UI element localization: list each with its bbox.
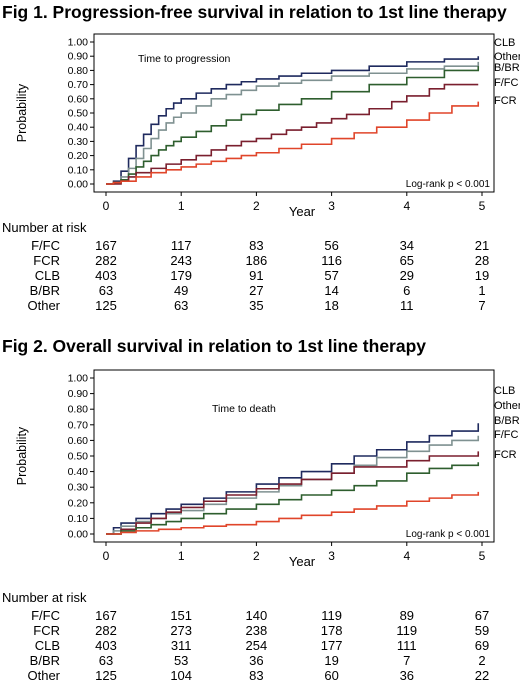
y-tick-label: 0.70 — [68, 79, 89, 91]
y-tick-label: 0.80 — [68, 65, 89, 77]
series-line-fcr — [106, 101, 480, 185]
y-tick-label: 0.90 — [68, 388, 89, 400]
y-tick-label: 0.60 — [68, 435, 89, 447]
y-tick-label: 0.10 — [68, 513, 89, 525]
risk-cell: 83 — [249, 668, 264, 683]
risk-cell: 36 — [399, 668, 415, 683]
figure-1: Fig 1. Progression-free survival in rela… — [0, 0, 520, 334]
series-line-clb — [106, 56, 480, 185]
y-tick-label: 0.60 — [68, 93, 89, 105]
figure-2: Fig 2. Overall survival in relation to 1… — [0, 334, 520, 683]
x-tick-label: 0 — [103, 199, 110, 213]
series-line-other — [106, 61, 480, 185]
y-tick-label: 0.10 — [68, 164, 89, 176]
series-line-f-fc — [106, 83, 479, 185]
y-tick-label: 0.00 — [68, 529, 89, 541]
series-label-clb: CLB — [494, 385, 515, 397]
y-tick-label: 0.50 — [68, 451, 89, 463]
figure-2-title: Fig 2. Overall survival in relation to 1… — [2, 336, 427, 356]
log-rank-text: Log-rank p < 0.001 — [406, 179, 491, 190]
series-label-b-br: B/BR — [494, 62, 520, 74]
y-tick-label: 0.80 — [68, 404, 89, 416]
y-tick-label: 0.00 — [68, 179, 89, 191]
y-tick-label: 1.00 — [68, 37, 89, 49]
series-label-fcr: FCR — [494, 95, 517, 107]
y-axis-label: Probability — [15, 83, 29, 142]
figure-2-chart: 0.00 0.10 0.20 0.30 0.40 0.50 0.60 0.70 0.80 0.90… — [15, 369, 520, 569]
x-axis-label: Year — [289, 204, 316, 219]
x-tick-label: 1 — [178, 549, 185, 563]
y-tick-label: 0.90 — [68, 51, 89, 63]
y-tick-label: 0.50 — [68, 108, 89, 120]
risk-cell: 22 — [474, 668, 490, 683]
series-label-fcr: FCR — [494, 449, 517, 461]
series-label-f-fc: F/FC — [494, 429, 518, 441]
series-label-other: Other — [494, 51, 520, 63]
y-axis-label: Probability — [15, 426, 29, 485]
series-line-b-br — [106, 451, 480, 535]
x-tick-label: 4 — [403, 549, 410, 563]
x-tick-label: 1 — [178, 199, 185, 213]
series-label-f-fc: F/FC — [494, 77, 518, 89]
series-label-b-br: B/BR — [494, 415, 520, 427]
series-line-clb — [106, 423, 480, 535]
y-tick-label: 0.70 — [68, 419, 89, 431]
series-line-f-fc — [106, 462, 480, 535]
y-tick-label: 0.20 — [68, 497, 89, 509]
x-tick-label: 4 — [403, 199, 410, 213]
y-tick-label: 0.30 — [68, 482, 89, 494]
y-tick-label: 1.00 — [68, 373, 89, 385]
plot-annotation: Time to death — [212, 403, 276, 415]
y-tick-label: 0.30 — [68, 136, 89, 148]
x-tick-label: 3 — [328, 199, 335, 213]
figure-1-title: Fig 1. Progression-free survival in rela… — [2, 2, 507, 22]
series-label-other: Other — [494, 400, 520, 412]
x-tick-label: 2 — [253, 549, 260, 563]
risk-cell: 60 — [324, 668, 339, 683]
series-line-b-br — [106, 66, 480, 185]
y-tick-label: 0.40 — [68, 466, 89, 478]
x-tick-label: 0 — [103, 549, 110, 563]
x-tick-label: 2 — [253, 199, 260, 213]
plot-annotation: Time to progression — [138, 53, 231, 65]
x-tick-label: 5 — [479, 549, 486, 563]
y-tick-label: 0.40 — [68, 122, 89, 134]
risk-cell: 104 — [170, 668, 193, 683]
x-tick-label: 5 — [479, 199, 486, 213]
y-tick-label: 0.20 — [68, 150, 89, 162]
risk-row-label: Other — [27, 668, 60, 683]
log-rank-text: Log-rank p < 0.001 — [406, 529, 491, 540]
x-axis-label: Year — [289, 554, 316, 569]
x-tick-label: 3 — [328, 549, 335, 563]
series-label-clb: CLB — [494, 37, 515, 49]
series-line-fcr — [106, 491, 480, 535]
figure-1-chart: 0.00 0.10 0.20 0.30 0.40 0.50 0.60 0.70 0.80 0.90… — [15, 33, 520, 219]
risk-cell: 125 — [95, 668, 117, 683]
